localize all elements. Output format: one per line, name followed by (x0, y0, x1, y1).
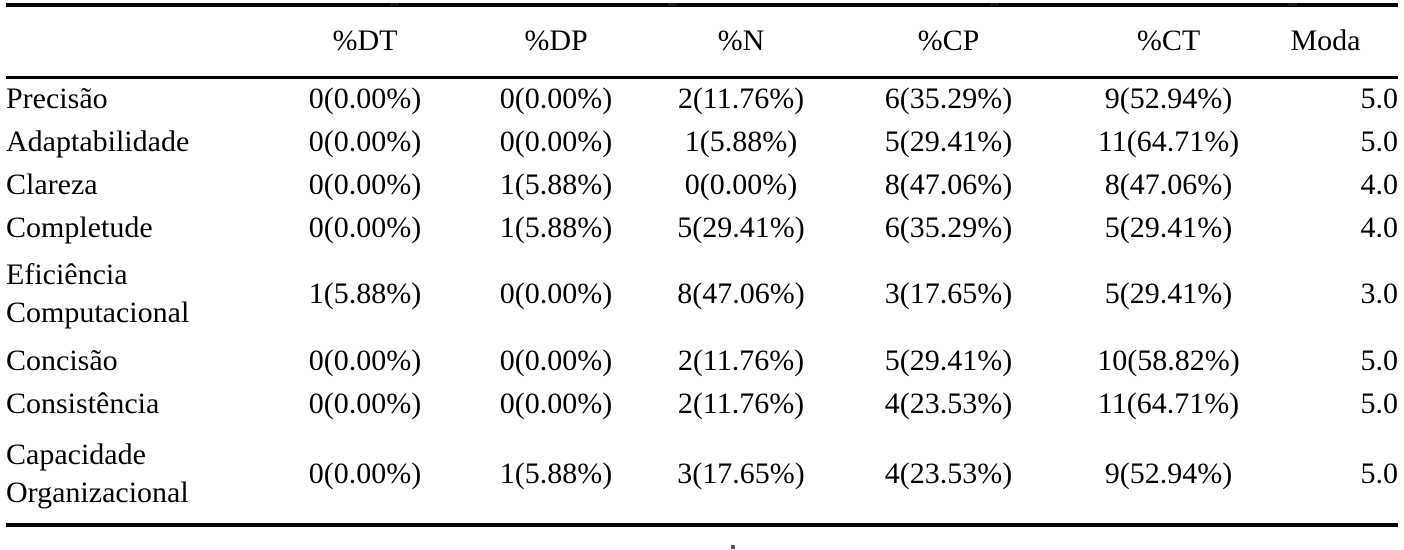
data-cell: 2(11.76%) (677, 82, 805, 116)
header-cell-criterion (6, 5, 269, 79)
table-row-clareza: Clareza 0(0.00%) 1(5.88%) 0(0.00%) 8(47.… (6, 163, 1398, 206)
caption-descender-artifact (668, 3, 677, 6)
data-cell: 3(17.65%) (677, 457, 805, 490)
moda-cell: 5.0 (1360, 82, 1399, 116)
row-label: Precisão (6, 82, 108, 116)
header-row: %DT %DP %N %CP %CT Moda (6, 5, 1398, 79)
caption-descender-artifact (990, 3, 999, 6)
data-cell: 0(0.00%) (308, 82, 422, 116)
data-cell: 0(0.00%) (308, 457, 422, 490)
moda-cell: 5.0 (1360, 343, 1399, 377)
table-row-precisao: Precisão 0(0.00%) 0(0.00%) 2(11.76%) 6(3… (6, 77, 1398, 120)
data-cell: 0(0.00%) (499, 82, 613, 116)
data-cell: 5(29.41%) (884, 124, 1013, 158)
header-cell-moda: Moda (1271, 5, 1398, 79)
data-cell: 1(5.88%) (499, 167, 613, 201)
data-cell: 8(47.06%) (884, 167, 1013, 201)
data-cell: 0(0.00%) (684, 167, 798, 201)
table-row-adaptabilidade: Adaptabilidade 0(0.00%) 0(0.00%) 1(5.88%… (6, 120, 1398, 163)
data-cell: 0(0.00%) (308, 167, 422, 201)
moda-cell: 4.0 (1360, 210, 1399, 244)
moda-cell: 5.0 (1360, 457, 1399, 490)
row-label: Capacidade Organizacional (6, 438, 189, 509)
data-cell: 9(52.94%) (1104, 82, 1233, 116)
data-cell: 8(47.06%) (1104, 167, 1233, 201)
row-label: Clareza (6, 167, 98, 201)
data-cell: 6(35.29%) (884, 82, 1013, 116)
row-label: Eficiência Computacional (6, 258, 190, 329)
data-cell: 0(0.00%) (499, 343, 613, 377)
data-cell: 3(17.65%) (884, 277, 1013, 310)
footnote-mark-artifact (731, 545, 735, 549)
data-cell: 1(5.88%) (499, 210, 613, 244)
moda-cell: 3.0 (1360, 277, 1399, 310)
data-cell: 5(29.41%) (1104, 210, 1233, 244)
data-cell: 0(0.00%) (308, 386, 422, 420)
data-cell: 10(58.82%) (1097, 343, 1240, 377)
header-cell-dp: %DP (461, 5, 651, 79)
data-cell: 5(29.41%) (677, 210, 805, 244)
data-cell: 4(23.53%) (884, 457, 1013, 490)
data-cell: 2(11.76%) (677, 343, 805, 377)
data-cell: 8(47.06%) (677, 277, 805, 310)
header-cell-dt: %DT (269, 5, 461, 79)
data-cell: 0(0.00%) (499, 124, 613, 158)
likert-results-table: %DT %DP %N %CP %CT Moda Precisão 0(0.00%… (6, 3, 1398, 527)
data-cell: 1(5.88%) (499, 457, 613, 490)
table-row-completude: Completude 0(0.00%) 1(5.88%) 5(29.41%) 6… (6, 206, 1398, 249)
header-cell-ct: %CT (1066, 5, 1271, 79)
row-label: Completude (6, 210, 153, 244)
header-cell-n: %N (651, 5, 831, 79)
table-row-consistencia: Consistência 0(0.00%) 0(0.00%) 2(11.76%)… (6, 382, 1398, 425)
data-cell: 5(29.41%) (1104, 277, 1233, 310)
row-label: Adaptabilidade (6, 124, 190, 158)
data-cell: 0(0.00%) (308, 343, 422, 377)
caption-descender-artifact (390, 3, 399, 6)
data-cell: 1(5.88%) (308, 277, 422, 310)
data-cell: 0(0.00%) (308, 124, 422, 158)
row-label: Consistência (6, 386, 160, 420)
moda-cell: 4.0 (1360, 167, 1399, 201)
data-cell: 11(64.71%) (1097, 386, 1240, 420)
moda-cell: 5.0 (1360, 124, 1399, 158)
data-cell: 11(64.71%) (1097, 124, 1240, 158)
data-cell: 1(5.88%) (684, 124, 798, 158)
table-row-concisao: Concisão 0(0.00%) 0(0.00%) 2(11.76%) 5(2… (6, 339, 1398, 382)
row-label: Concisão (6, 343, 118, 377)
table-header: %DT %DP %N %CP %CT Moda (6, 5, 1398, 79)
caption-descender-artifact (1288, 3, 1297, 6)
data-cell: 0(0.00%) (499, 277, 613, 310)
data-cell: 9(52.94%) (1104, 457, 1233, 490)
header-cell-cp: %CP (831, 5, 1066, 79)
table-row-eficiencia-computacional: Eficiência Computacional 1(5.88%) 0(0.00… (6, 249, 1398, 339)
table-body: Precisão 0(0.00%) 0(0.00%) 2(11.76%) 6(3… (6, 77, 1398, 525)
moda-cell: 5.0 (1360, 386, 1399, 420)
data-cell: 4(23.53%) (884, 386, 1013, 420)
data-cell: 0(0.00%) (499, 386, 613, 420)
data-cell: 6(35.29%) (884, 210, 1013, 244)
table-row-capacidade-organizacional: Capacidade Organizacional 0(0.00%) 1(5.8… (6, 425, 1398, 525)
data-cell: 2(11.76%) (677, 386, 805, 420)
data-cell: 5(29.41%) (884, 343, 1013, 377)
data-cell: 0(0.00%) (308, 210, 422, 244)
